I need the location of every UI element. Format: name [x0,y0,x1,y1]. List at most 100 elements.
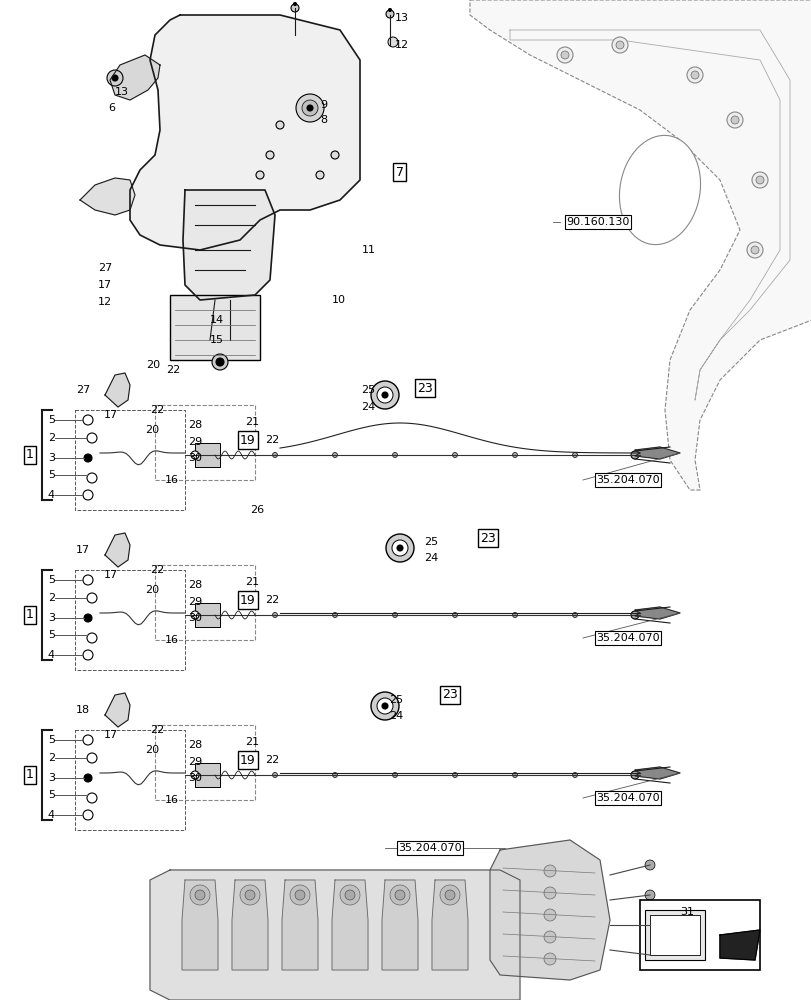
Circle shape [212,612,217,617]
Circle shape [212,452,217,458]
Circle shape [381,392,388,398]
Circle shape [572,452,577,458]
Text: 29: 29 [188,597,202,607]
Polygon shape [150,870,519,1000]
Circle shape [385,534,414,562]
Circle shape [543,953,556,965]
Text: 17: 17 [104,730,118,740]
Text: 25: 25 [423,537,437,547]
Text: 3: 3 [48,453,55,463]
Text: 20: 20 [145,425,159,435]
Text: 19: 19 [240,434,255,446]
Text: 18: 18 [75,705,90,715]
Polygon shape [634,767,679,779]
Text: 22: 22 [264,755,279,765]
Text: 24: 24 [423,553,437,563]
Circle shape [371,692,398,720]
Polygon shape [182,880,217,970]
Text: 17: 17 [75,545,90,555]
Text: 7: 7 [396,166,404,179]
Text: 22: 22 [264,435,279,445]
Circle shape [389,885,410,905]
Text: 5: 5 [48,630,55,640]
Circle shape [388,37,397,47]
Ellipse shape [619,135,700,245]
Text: 29: 29 [188,437,202,447]
Text: 24: 24 [388,711,402,721]
Circle shape [392,772,397,777]
Circle shape [87,433,97,443]
Text: 22: 22 [150,565,164,575]
Text: 31: 31 [679,907,693,917]
Circle shape [371,381,398,409]
Text: 10: 10 [332,295,345,305]
Circle shape [611,37,627,53]
Circle shape [272,612,277,617]
Text: 35.204.070: 35.204.070 [595,633,659,643]
Bar [169,295,260,360]
Text: 1: 1 [26,608,34,621]
Bar [75,730,185,830]
Circle shape [84,454,92,462]
Bar [75,410,185,510]
Text: 13: 13 [115,87,129,97]
Text: 13: 13 [394,13,409,23]
Text: 28: 28 [188,740,202,750]
Circle shape [227,345,233,351]
Text: 26: 26 [250,505,264,515]
Polygon shape [109,55,160,100]
Circle shape [190,885,210,905]
Polygon shape [381,880,418,970]
Circle shape [272,772,277,777]
Circle shape [644,950,654,960]
Text: 1: 1 [26,448,34,462]
Circle shape [315,171,324,179]
Text: 19: 19 [240,593,255,606]
Circle shape [726,112,742,128]
Polygon shape [232,880,268,970]
Circle shape [216,358,224,366]
Text: 21: 21 [245,577,259,587]
Circle shape [751,172,767,188]
Circle shape [392,612,397,617]
Text: 8: 8 [320,115,327,125]
Text: 30: 30 [188,453,202,463]
Circle shape [376,387,393,403]
Text: 4: 4 [48,650,55,660]
Circle shape [84,774,92,782]
Text: 20: 20 [145,585,159,595]
Circle shape [730,116,738,124]
Circle shape [543,931,556,943]
Circle shape [340,885,359,905]
Circle shape [630,771,638,779]
Circle shape [87,793,97,803]
Circle shape [572,772,577,777]
Circle shape [296,94,324,122]
Text: 35.204.070: 35.204.070 [595,793,659,803]
Text: 1: 1 [26,768,34,781]
Bar [155,725,255,800]
Circle shape [512,772,517,777]
Text: 27: 27 [75,385,90,395]
Text: 5: 5 [48,470,55,480]
Circle shape [276,121,284,129]
Circle shape [83,575,93,585]
Polygon shape [332,880,367,970]
Circle shape [345,890,354,900]
Circle shape [83,490,93,500]
Polygon shape [634,447,679,459]
Polygon shape [105,693,130,727]
Circle shape [332,772,337,777]
Circle shape [755,176,763,184]
Circle shape [293,3,296,6]
Text: 5: 5 [48,415,55,425]
Circle shape [290,4,298,12]
Circle shape [746,242,762,258]
Text: 28: 28 [188,580,202,590]
Text: 23: 23 [417,381,432,394]
Text: 21: 21 [245,417,259,427]
Text: 17: 17 [104,410,118,420]
Text: 20: 20 [146,360,160,370]
Text: 25: 25 [360,385,375,395]
Circle shape [307,105,312,111]
